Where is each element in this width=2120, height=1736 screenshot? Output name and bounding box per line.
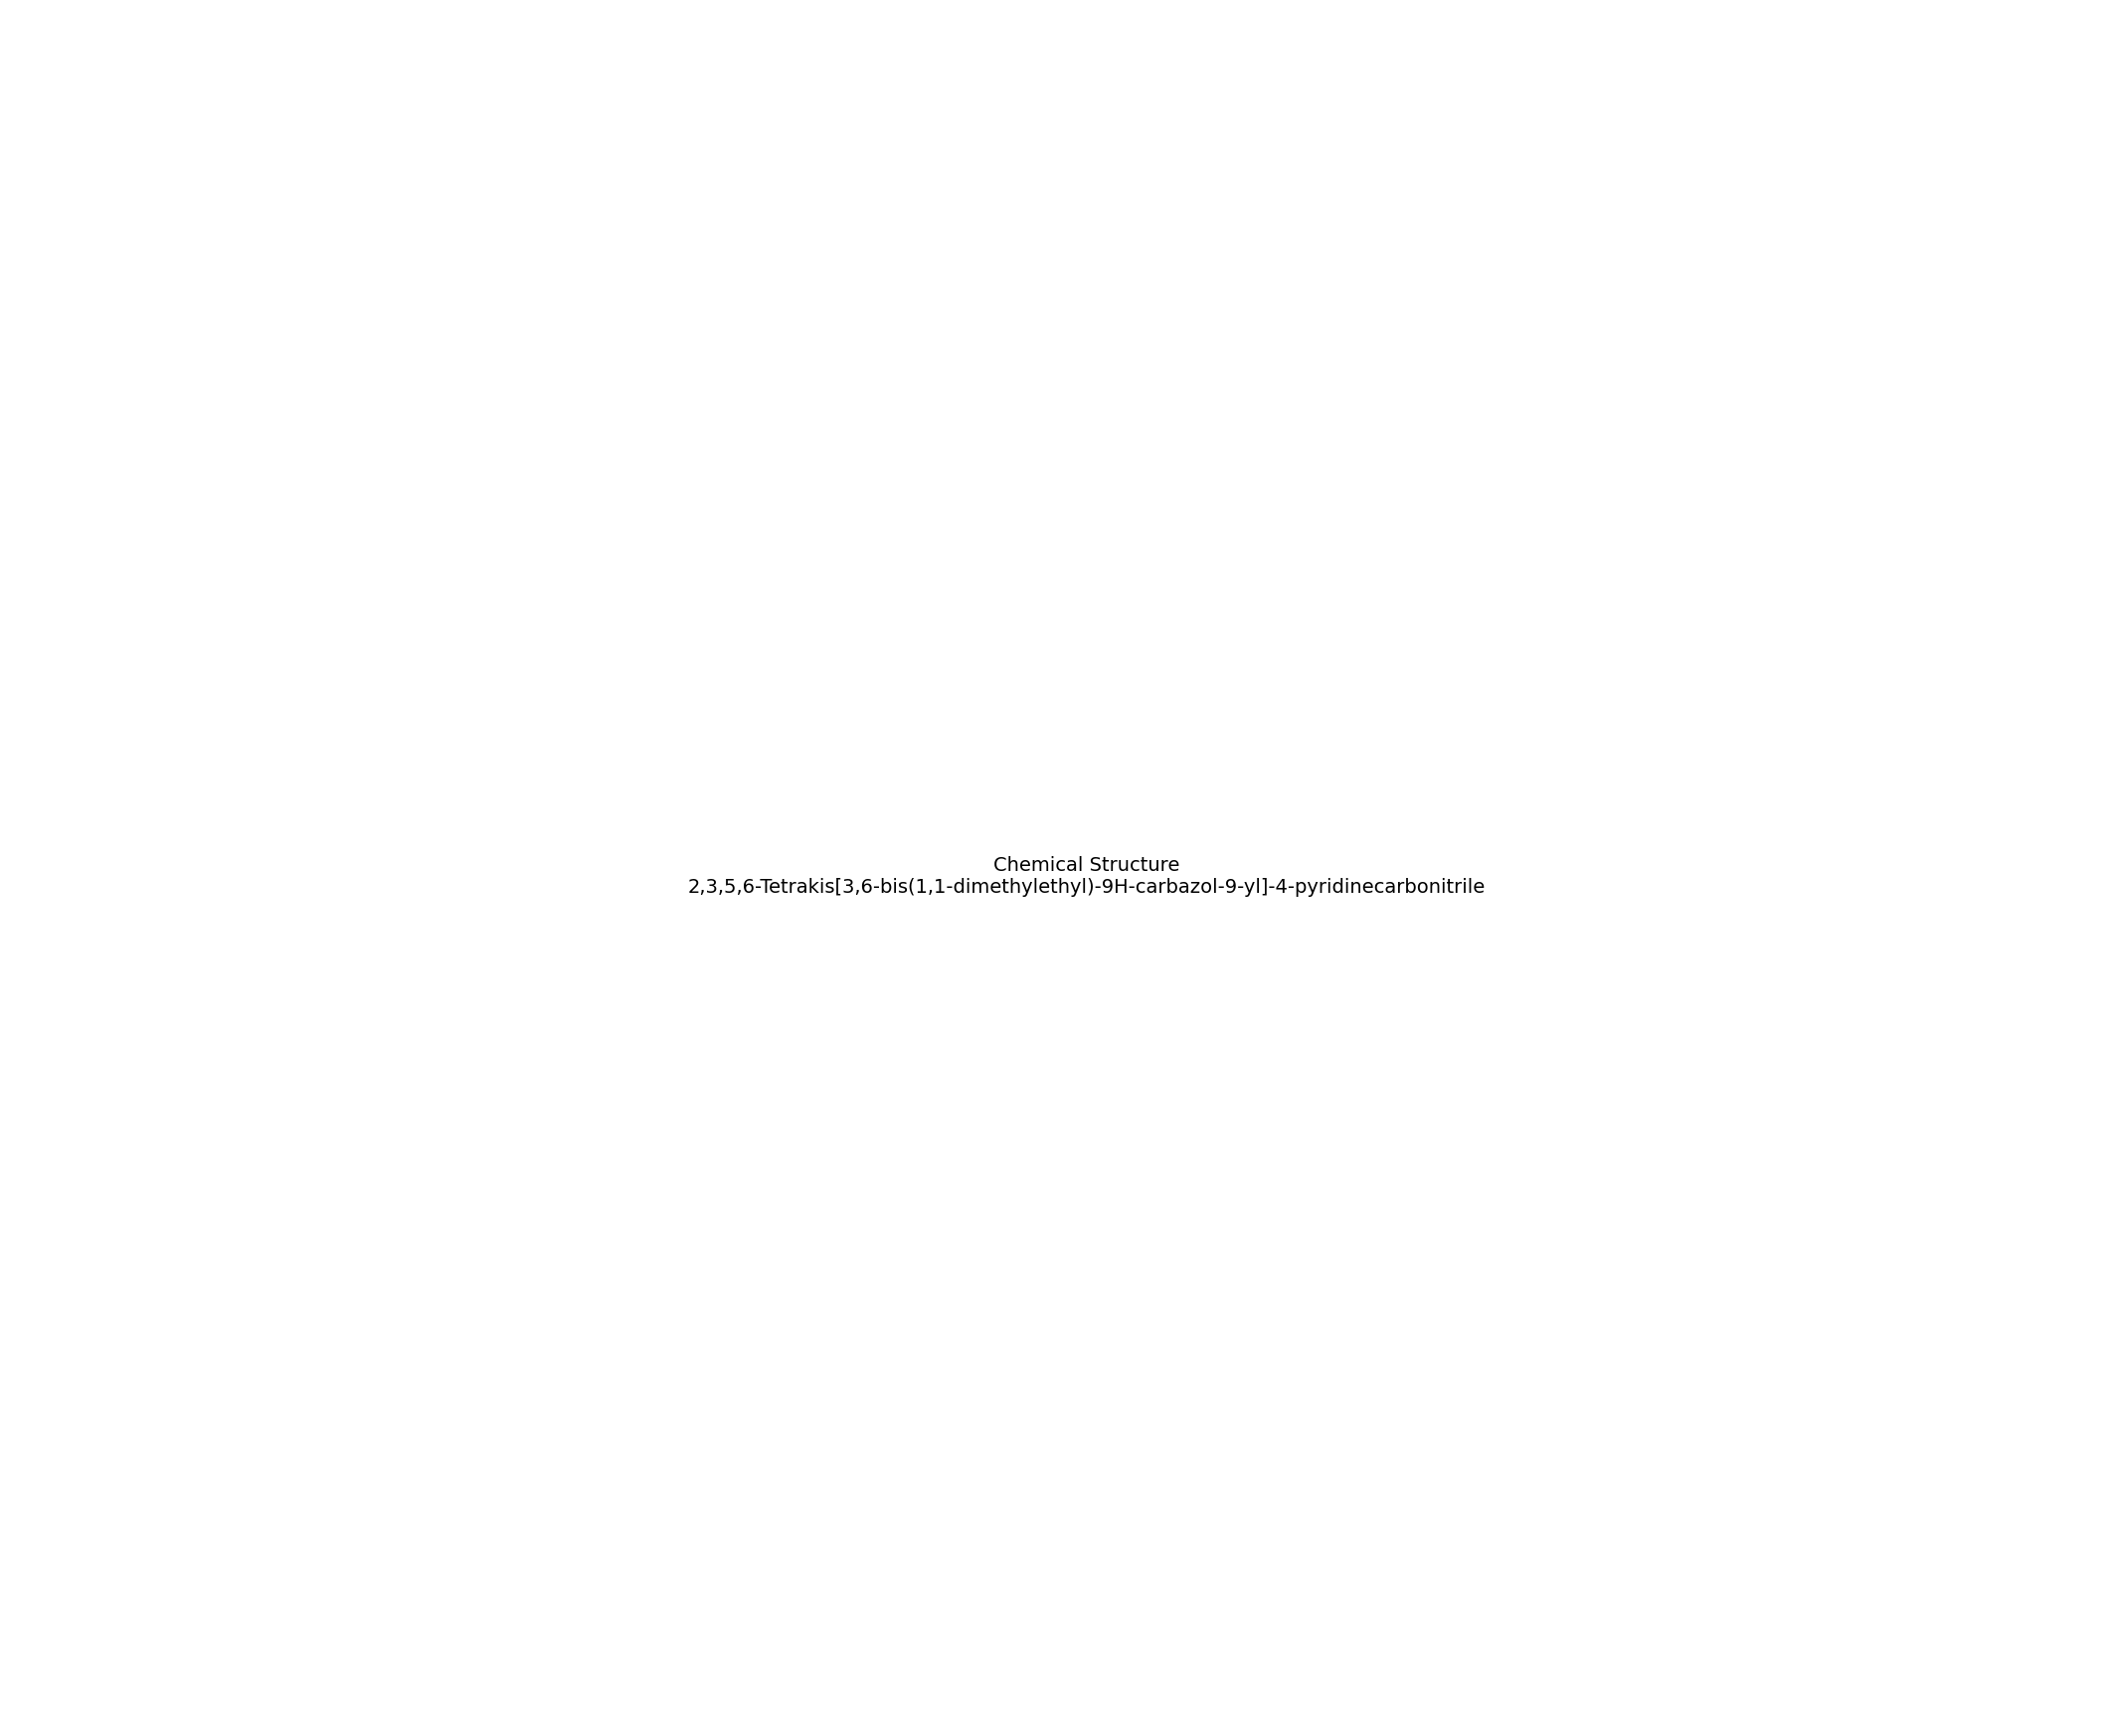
Text: Chemical Structure
2,3,5,6-Tetrakis[3,6-bis(1,1-dimethylethyl)-9H-carbazol-9-yl]: Chemical Structure 2,3,5,6-Tetrakis[3,6-… — [687, 856, 1486, 898]
